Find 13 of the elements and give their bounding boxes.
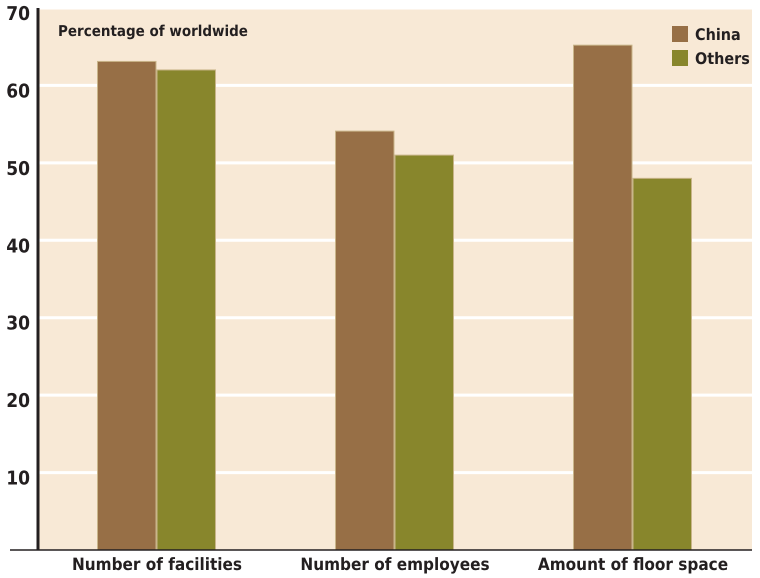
y-tick-label: 40 [6, 235, 30, 258]
y-tick-label: 70 [6, 3, 30, 25]
y-tick-label: 20 [6, 390, 30, 412]
y-tick-label: 10 [6, 468, 30, 490]
y-tick-label: 50 [6, 158, 30, 180]
legend-label: China [695, 25, 741, 44]
y-tick-label: 60 [6, 80, 30, 102]
x-tick-label: Number of facilities [72, 555, 242, 575]
x-tick-label: Number of employees [300, 555, 490, 575]
x-tick-label: Amount of floor space [538, 555, 728, 575]
legend-label: Others [695, 49, 750, 68]
y-axis-title: Percentage of worldwide [58, 22, 248, 40]
y-tick-label: 30 [6, 312, 30, 335]
